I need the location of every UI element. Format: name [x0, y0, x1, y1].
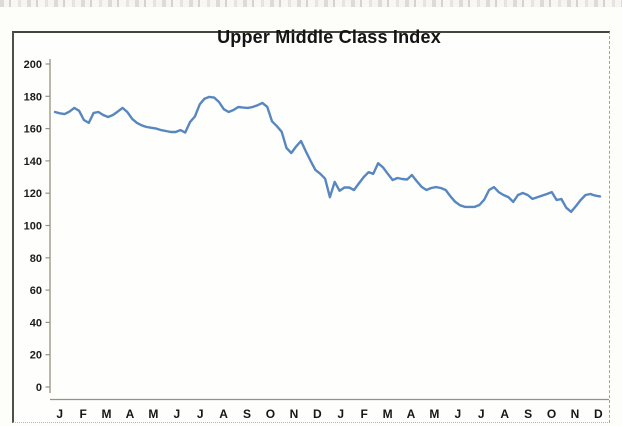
x-axis-month-label: A	[126, 407, 135, 421]
x-axis-month-label: J	[197, 407, 204, 421]
x-axis-month-label: J	[337, 407, 344, 421]
y-axis-tick-label: 0	[36, 382, 42, 394]
y-axis-tick-label: 100	[24, 221, 42, 233]
x-axis-month-label: J	[478, 407, 485, 421]
x-axis-month-label: D	[313, 407, 322, 421]
x-axis-month-label: M	[429, 407, 439, 421]
index-line	[53, 95, 602, 214]
x-axis-month-label: A	[500, 407, 509, 421]
x-axis-month-label: S	[524, 407, 532, 421]
y-axis-tick-label: 140	[24, 156, 42, 168]
y-axis-tick-label: 200	[24, 59, 42, 71]
y-axis-tick-label: 180	[24, 91, 42, 103]
x-axis-month-label: S	[243, 407, 251, 421]
x-axis-month-label: F	[360, 407, 367, 421]
x-axis-month-label: N	[290, 407, 299, 421]
chart-title: Upper Middle Class Index	[217, 27, 441, 47]
y-axis: 0 20 40 60 80 100 120 140 160 180 200	[24, 59, 51, 394]
x-axis-month-label: F	[79, 407, 86, 421]
x-axis-month-label: J	[454, 407, 461, 421]
x-axis-month-label: M	[383, 407, 393, 421]
x-axis-month-label: A	[407, 407, 416, 421]
chart-frame	[12, 31, 610, 423]
x-axis-month-label: J	[173, 407, 180, 421]
y-axis-tick-label: 40	[30, 317, 42, 329]
x-axis-month-label: M	[102, 407, 112, 421]
y-axis-tick-label: 160	[24, 124, 42, 136]
y-axis-tick-label: 60	[30, 285, 42, 297]
x-axis-month-label: O	[547, 407, 556, 421]
x-axis-month-label: J	[56, 407, 63, 421]
x-axis-month-label: M	[148, 407, 158, 421]
x-axis-month-label: O	[266, 407, 275, 421]
x-axis-month-label: D	[594, 407, 603, 421]
x-axis-month-label: N	[571, 407, 580, 421]
y-axis-tick-label: 80	[30, 253, 42, 265]
y-axis-tick-label: 20	[30, 350, 42, 362]
x-axis-month-label: A	[219, 407, 228, 421]
y-axis-tick-label: 120	[24, 188, 42, 200]
scan-noise-strip	[0, 0, 622, 7]
